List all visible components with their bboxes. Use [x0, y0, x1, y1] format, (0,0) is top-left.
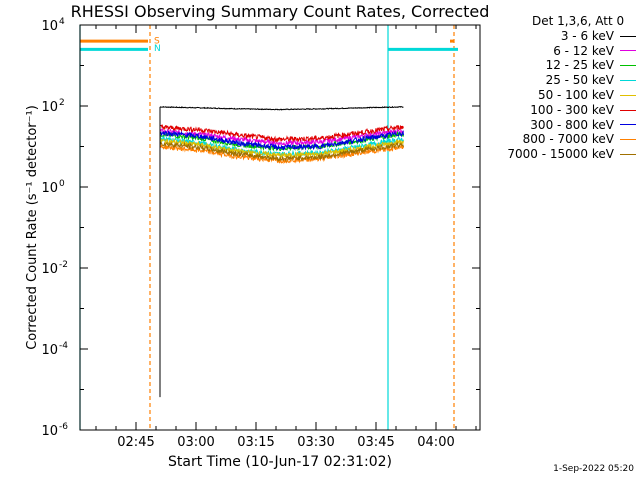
y-axis-label: Corrected Count Rate (s⁻¹ detector⁻¹) [25, 105, 40, 350]
y-tick-exp-5: -6 [59, 422, 68, 432]
legend-entry-0: 3 - 6 keV [486, 29, 638, 44]
x-tick-label-5: 04:00 [417, 435, 454, 450]
series-7 [159, 143, 404, 165]
x-tick-label-4: 03:45 [357, 435, 394, 450]
legend-entry-label: 800 - 7000 keV [522, 132, 614, 147]
legend-swatch [620, 65, 636, 67]
x-tick-label-3: 03:30 [297, 435, 334, 450]
legend-entry-1: 6 - 12 keV [486, 44, 638, 59]
legend-entry-label: 3 - 6 keV [560, 28, 614, 43]
y-tick-exp-0: 4 [59, 17, 65, 27]
series-line-8 [159, 141, 404, 163]
legend-swatch [620, 139, 636, 141]
legend-swatch [620, 50, 636, 52]
series-line-1 [159, 128, 404, 148]
y-tick-exp-2: 0 [59, 179, 65, 189]
y-tick-label-2: 10 [41, 181, 58, 196]
legend-entry-7: 800 - 7000 keV [486, 132, 638, 147]
y-tick-label-0: 10 [41, 19, 58, 34]
y-tick-label-4: 10 [41, 343, 58, 358]
legend-entry-label: 300 - 800 keV [530, 117, 614, 132]
plot-frame [79, 24, 481, 431]
series-line-5 [159, 123, 404, 143]
y-tick-label-1: 10 [41, 100, 58, 115]
footer-timestamp: 1-Sep-2022 05:20 [553, 464, 634, 474]
series-6 [159, 129, 404, 151]
legend-entry-2: 12 - 25 keV [486, 58, 638, 73]
legend-swatch [620, 80, 636, 82]
legend-entry-6: 300 - 800 keV [486, 118, 638, 133]
legend-entry-4: 50 - 100 keV [486, 88, 638, 103]
series-line-7 [159, 143, 404, 165]
y-tick-label-5: 10 [41, 424, 58, 439]
series-1 [159, 128, 404, 148]
legend-swatch [620, 94, 636, 96]
legend-swatch [620, 124, 636, 126]
legend: Det 1,3,6, Att 0 3 - 6 keV 6 - 12 keV 12 -… [486, 14, 638, 162]
series-0 [159, 105, 404, 111]
x-tick-label-1: 03:00 [177, 435, 214, 450]
series-8 [159, 141, 404, 163]
series-line-0 [159, 105, 404, 111]
series-5 [159, 123, 404, 143]
legend-entry-8: 7000 - 15000 keV [486, 147, 638, 162]
x-axis-label: Start Time (10-Jun-17 02:31:02) [168, 454, 392, 470]
chart-title: RHESSI Observing Summary Count Rates, Co… [70, 2, 490, 21]
legend-swatch [620, 109, 636, 111]
legend-swatch [620, 154, 636, 156]
legend-swatch [620, 35, 636, 37]
legend-entry-label: 25 - 50 keV [545, 73, 614, 88]
y-tick-label-3: 10 [41, 262, 58, 277]
x-tick-label-0: 02:45 [117, 435, 154, 450]
legend-entry-label: 6 - 12 keV [553, 43, 614, 58]
legend-entry-label: 12 - 25 keV [545, 58, 614, 73]
series-line-6 [159, 129, 404, 151]
y-tick-exp-4: -4 [59, 341, 68, 351]
flag-annotation-S: S [154, 36, 160, 46]
y-tick-exp-3: -2 [59, 260, 68, 270]
legend-entry-3: 25 - 50 keV [486, 73, 638, 88]
y-tick-exp-1: 2 [59, 98, 65, 108]
legend-entry-label: 50 - 100 keV [537, 87, 614, 102]
x-tick-label-2: 03:15 [237, 435, 274, 450]
flag-annotation-N: N [154, 44, 161, 54]
legend-entry-label: 100 - 300 keV [530, 102, 614, 117]
legend-title: Det 1,3,6, Att 0 [532, 14, 625, 28]
legend-entry-label: 7000 - 15000 keV [507, 147, 614, 162]
x-axis: 02:45 03:00 03:15 03:30 03:45 04:00 [95, 25, 477, 450]
legend-entry-5: 100 - 300 keV [486, 103, 638, 118]
